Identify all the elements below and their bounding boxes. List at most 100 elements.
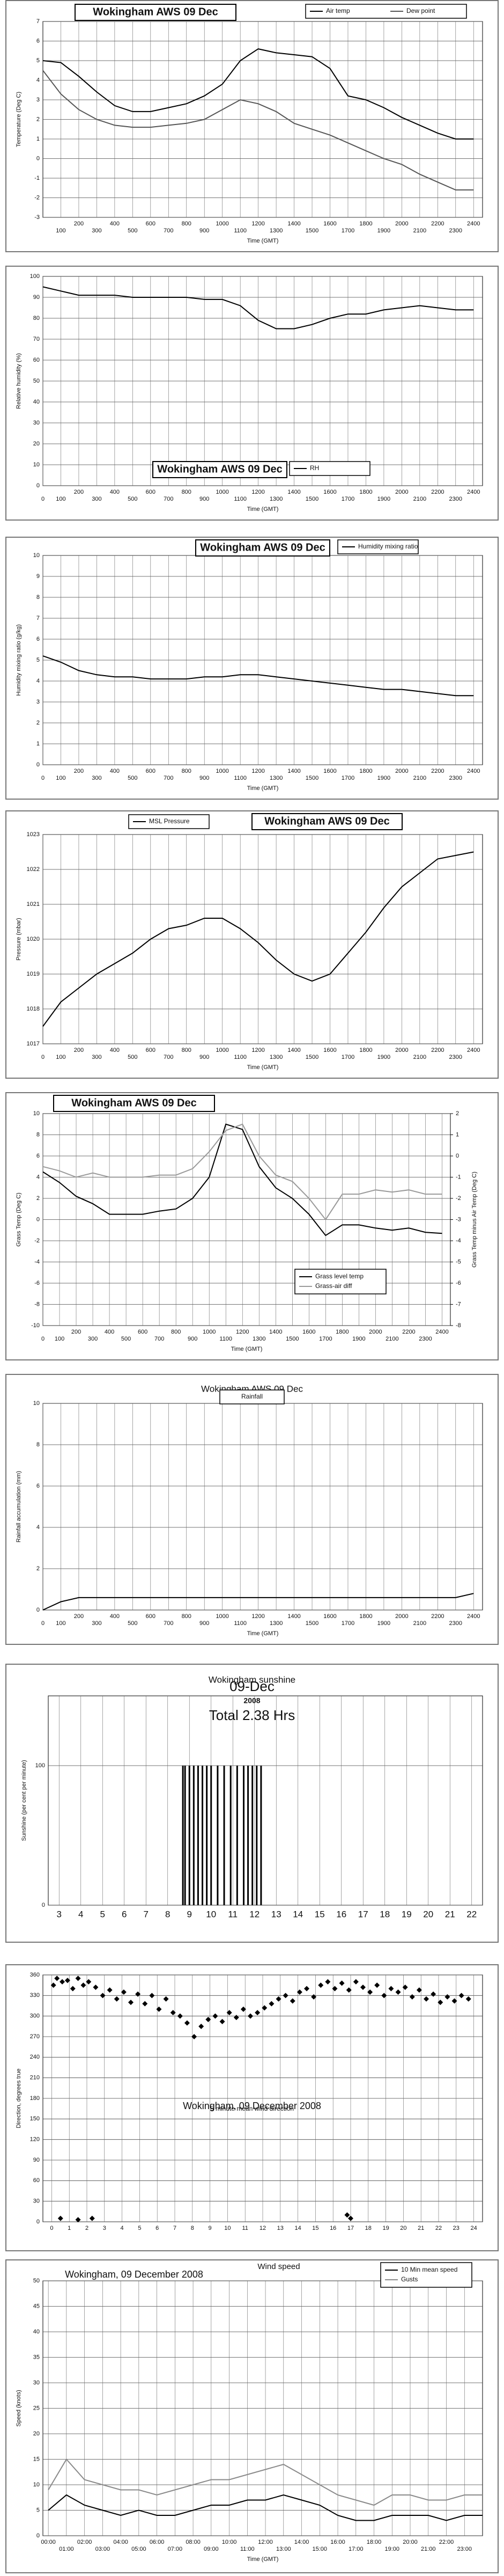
scatter-point — [163, 1996, 169, 2002]
series-line — [42, 851, 474, 1027]
x-tick-label: 1000 — [203, 1329, 216, 1335]
annotation: 2008 — [243, 1696, 260, 1705]
series-line — [48, 2458, 483, 2506]
chart-panel: 0 5 10 15 20 25 30 35 40 45 50 00:0001:0002:0003:00… — [5, 2259, 499, 2573]
scatter-point — [402, 1985, 408, 1990]
y-tick-label: 30 — [33, 2198, 40, 2205]
y-tick-label: 330 — [30, 1992, 40, 1999]
y-tick-label: -4 — [34, 1258, 40, 1265]
x-axis-title: Time (GMT) — [247, 1064, 279, 1071]
y-tick-label: 4 — [36, 77, 40, 83]
x-tick-label: 17 — [358, 1909, 368, 1919]
x-tick-label: 1300 — [270, 496, 283, 502]
y-tick-label: -3 — [34, 214, 40, 221]
scatter-point — [75, 2217, 81, 2223]
x-tick-label: 1500 — [306, 1620, 318, 1627]
x-tick-label: 20 — [400, 2225, 406, 2231]
scatter-point — [142, 2001, 148, 2007]
plot-area — [42, 1403, 483, 1611]
x-tick-label: 1600 — [323, 1047, 336, 1053]
y-tick-label: 7 — [36, 615, 40, 621]
x-tick-label: 100 — [55, 1336, 64, 1342]
scatter-point — [100, 1993, 106, 1999]
x-tick-label: 800 — [182, 768, 191, 774]
scatter-point — [60, 1979, 65, 1985]
x-tick-label: 10 — [206, 1909, 216, 1919]
y-tick-label: 3 — [36, 97, 40, 103]
scatter-point — [128, 2000, 134, 2006]
x-tick-label: 0 — [41, 496, 45, 502]
scatter-point — [344, 2212, 350, 2218]
x-tick-label: 1500 — [306, 496, 318, 502]
scatter-point — [438, 2000, 443, 2006]
x-tick-label: 1300 — [253, 1336, 265, 1342]
x-tick-label: 500 — [128, 228, 137, 234]
y-tick-label: 35 — [33, 2354, 40, 2360]
x-tick-label: 15:00 — [313, 2546, 328, 2552]
x-tick-label: 13 — [271, 1909, 281, 1919]
x-tick-label: 200 — [74, 221, 84, 227]
x-tick-label: 800 — [182, 1613, 191, 1620]
y-tick-label: 1020 — [27, 936, 40, 942]
x-tick-label: 08:00 — [186, 2539, 201, 2545]
x-tick-label: 11 — [242, 2225, 248, 2231]
x-tick-label: 1800 — [359, 489, 372, 495]
x-tick-label: 1100 — [234, 496, 247, 502]
x-tick-label: 16 — [330, 2225, 336, 2231]
chart-subtitle: 09-Dec — [229, 1678, 275, 1694]
y-tick-label: 3 — [36, 699, 40, 705]
x-tick-label: 1100 — [234, 1054, 247, 1060]
x-tick-label: 8 — [165, 1909, 170, 1919]
y-axis-title: Temperature (Deg C) — [16, 92, 22, 147]
x-tick-label: 4 — [78, 1909, 83, 1919]
y-tick-label: 6 — [36, 1153, 40, 1159]
x-tick-label: 400 — [110, 768, 120, 774]
x-tick-label: 600 — [146, 221, 155, 227]
x-tick-label: 1900 — [377, 775, 390, 781]
y-tick-label: 10 — [33, 1110, 40, 1117]
y-tick-label: 7 — [36, 18, 40, 25]
y-tick-label: 0 — [36, 2533, 40, 2539]
x-tick-label: 22 — [435, 2225, 442, 2231]
x-tick-label: 600 — [146, 1047, 155, 1053]
x-tick-label: 1300 — [270, 775, 283, 781]
x-tick-label: 10:00 — [222, 2539, 237, 2545]
y-tick-label: 4 — [36, 1524, 40, 1531]
scatter-point — [297, 1989, 302, 1995]
scatter-point — [156, 2006, 162, 2012]
x-tick-label: 02:00 — [77, 2539, 92, 2545]
x-tick-label: 500 — [128, 775, 137, 781]
x-tick-label: 09:00 — [204, 2546, 219, 2552]
x-tick-label: 2100 — [413, 1054, 426, 1060]
x-tick-label: 900 — [199, 775, 209, 781]
x-tick-label: 1600 — [323, 489, 336, 495]
legend-label: MSL Pressure — [149, 817, 190, 825]
scatter-point — [57, 2215, 63, 2221]
x-tick-label: 1400 — [287, 1047, 300, 1053]
legend-label: Rainfall — [241, 1393, 263, 1400]
chart-title: Wokingham sunshine — [209, 1674, 295, 1685]
scatter-point — [255, 2010, 261, 2016]
x-tick-label: 100 — [56, 1620, 65, 1627]
y-tick-label: 0 — [36, 1216, 40, 1223]
x-tick-label: 1500 — [286, 1336, 299, 1342]
scatter-point — [205, 2017, 211, 2023]
x-tick-label: 17:00 — [349, 2546, 364, 2552]
scatter-point — [89, 2215, 95, 2221]
x-tick-label: 2400 — [467, 1047, 480, 1053]
y-tick-label: 10 — [33, 462, 40, 468]
x-tick-label: 23 — [453, 2225, 459, 2231]
scatter-point — [374, 1982, 380, 1988]
scatter-point — [50, 1982, 56, 1988]
x-tick-label: 19 — [382, 2225, 389, 2231]
scatter-point — [367, 1989, 373, 1995]
x-tick-label: 2100 — [413, 496, 426, 502]
scatter-point — [114, 1996, 120, 2002]
y-tick-label: 2 — [36, 116, 40, 122]
x-tick-label: 21 — [445, 1909, 455, 1919]
title-box — [53, 1095, 215, 1112]
x-tick-label: 13 — [277, 2225, 284, 2231]
y-tick-label: 20 — [33, 441, 40, 447]
scatter-point — [93, 1985, 99, 1990]
y2-tick-label: -4 — [456, 1238, 461, 1244]
